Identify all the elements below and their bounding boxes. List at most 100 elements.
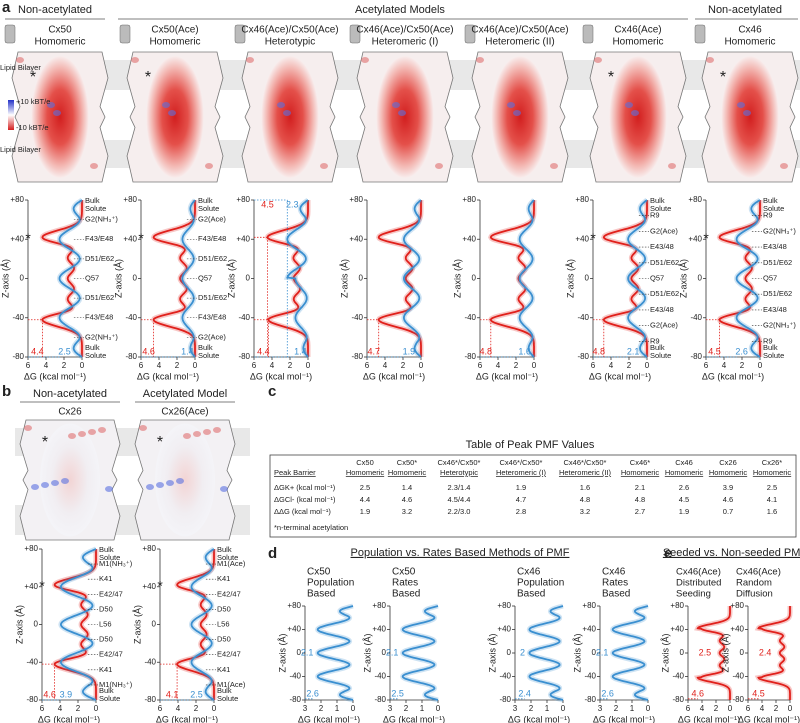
plot-name: Random [736,578,772,589]
x-axis-title: ΔG (kcal mol⁻¹) [24,371,86,381]
x-tick-label: 4 [700,704,705,713]
y-axis-title: Z-axis (Å) [277,634,287,673]
table-cell: 0.7 [723,507,733,516]
x-tick-label: 2 [614,704,619,713]
table-cell: 4.5 [679,495,689,504]
x-tick-label: 2 [319,704,324,713]
pmf-curve [316,605,354,701]
peak-cl: 4.5 [261,199,274,209]
residue-label: D51/E62 [198,254,227,263]
surface-patch [193,431,201,437]
model-name: Cx46 [738,25,762,36]
x-tick-label: 1 [335,704,340,713]
pmf-curve [528,605,564,701]
pore-potential [155,423,215,537]
surface-patch [61,478,69,484]
color-scale [8,100,14,130]
surface-patch [203,429,211,435]
plot-name: Rates [392,578,418,589]
x-tick-label: 0 [561,704,566,713]
y-tick-label: +40 [287,625,301,634]
model-sub: Homomeric [612,37,663,48]
residue-label: M1(Ace) [217,559,246,568]
peak-k: 1.4 [294,346,307,356]
residue-label: F43/E48 [198,234,226,243]
y-tick-label: +40 [236,234,250,243]
peak-cl: 4.7 [367,346,380,356]
y-tick-label: 0 [740,648,745,657]
table-header: Cx50 [356,458,374,467]
table-cell: 4.4 [360,495,370,504]
y-tick-label: -80 [12,352,24,361]
y-tick-label: -80 [464,352,476,361]
asterisk: * [590,230,596,246]
y-axis-title: Z-axis (Å) [720,634,730,673]
asterisk: * [720,69,726,86]
y-tick-label: +40 [123,234,137,243]
surface-patch [31,484,39,490]
surface-patch [205,163,213,169]
x-tick-label: 3 [303,704,308,713]
residue-label: G2(NH₃⁺) [763,321,796,330]
y-tick-label: 0 [507,648,512,657]
surface-patch [131,57,139,63]
x-axis-title: ΔG (kcal mol⁻¹) [508,714,570,723]
table-cell: 4.8 [580,495,590,504]
x-tick-label: 0 [645,361,650,370]
x-tick-label: 2 [774,704,779,713]
residue-label: E42/47 [217,589,241,598]
peak-cl: 4.4 [31,346,44,356]
table-cell: 3.9 [723,483,733,492]
x-axis-title: ΔG (kcal mol⁻¹) [589,371,651,381]
table-cell: 2.2/3.0 [448,507,471,516]
peak-label: 2.1 [386,647,399,657]
table-header: Homomeric [709,468,748,477]
y-tick-label: +40 [575,234,589,243]
plot-name: Cx46(Ace) [736,567,781,578]
plot-name: Based [392,589,420,600]
surface-patch [156,482,164,488]
residue-label: F43/E48 [85,234,113,243]
residue-label: D50 [217,635,231,644]
residue-label: E42/47 [217,650,241,659]
residue-label: Q57 [85,273,99,282]
peak-k: 3.9 [60,689,73,699]
residue-label: E43/48 [763,305,787,314]
pmf-curve-cl [176,549,215,700]
y-axis-title: Z-axis (Å) [0,259,10,298]
table-cell: 3.2 [402,507,412,516]
channel-icon [694,24,706,44]
x-tick-label: 6 [252,361,257,370]
x-tick-label: 2 [529,704,534,713]
pore-potential [261,55,319,179]
pmf-curve [611,605,649,701]
residue-label: F43/E48 [85,313,113,322]
y-tick-label: 0 [20,274,25,283]
x-tick-label: 2 [175,361,180,370]
y-tick-label: +80 [688,195,702,204]
x-tick-label: 3 [598,704,603,713]
y-tick-label: -40 [125,313,137,322]
residue-label: K41 [99,665,112,674]
y-axis-title: Z-axis (Å) [572,634,582,673]
surface-patch [146,484,154,490]
table-cell: 4.1 [767,495,777,504]
y-tick-label: -40 [26,657,38,666]
residue-label: D51/E62 [650,289,679,298]
table-cell: 1.6 [580,483,590,492]
peak-label: 2 [520,647,525,657]
table-cell: 2.6 [679,483,689,492]
residue-label: M1(Ace) [217,680,246,689]
y-tick-label: 0 [585,274,590,283]
pmf-curve [401,605,439,701]
x-tick-label: 6 [591,361,596,370]
residue-label: R9 [650,211,660,220]
asterisk: * [157,434,163,451]
table-cell: 4.6 [402,495,412,504]
peak-cl: 4.6 [43,689,56,699]
y-axis-title: Z-axis (Å) [487,634,497,673]
plot-name: Cx46(Ace) [676,567,721,578]
y-tick-label: -40 [374,672,386,681]
channel-icon [234,24,246,44]
x-tick-label: 2 [514,361,519,370]
